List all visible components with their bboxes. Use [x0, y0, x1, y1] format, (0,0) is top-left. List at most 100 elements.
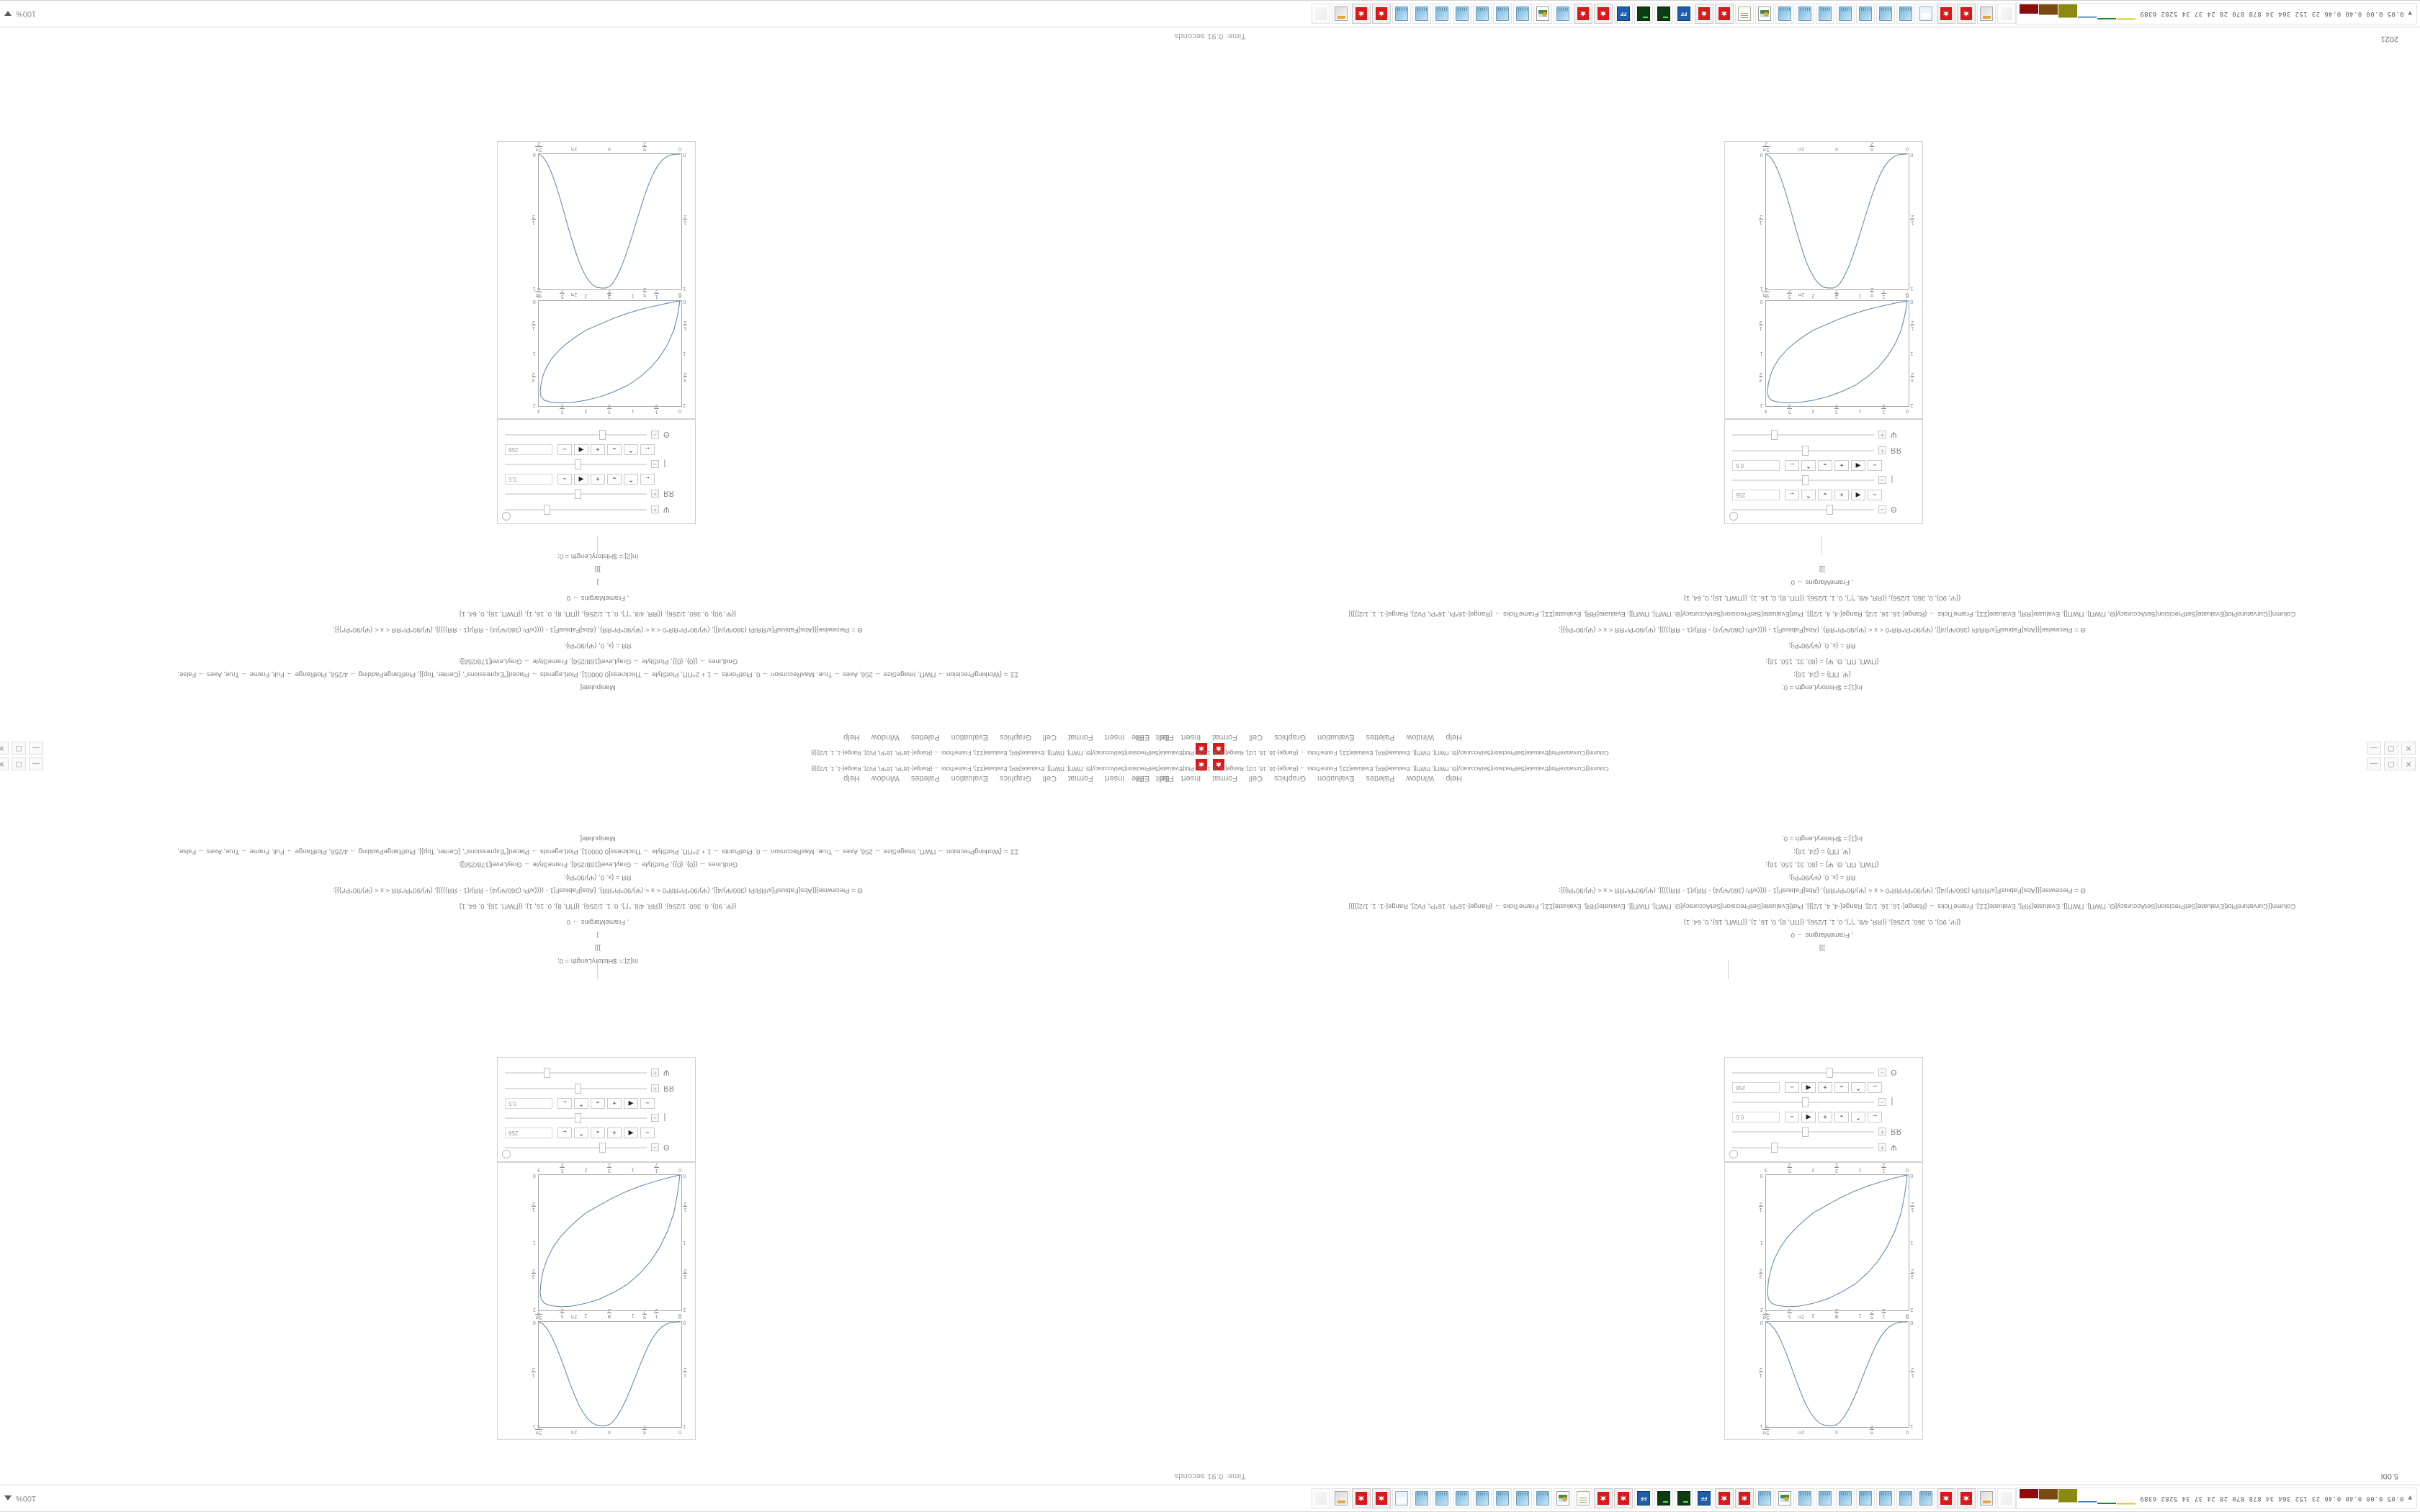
triangle-down-icon[interactable]	[4, 11, 12, 17]
taskbar-button-6[interactable]	[1876, 1488, 1895, 1508]
desktop-panel-top[interactable]: ▾ 0.05 0.00 0.40 0.46 23 152 364 34 878 …	[0, 1485, 2420, 1512]
chevron-down-icon[interactable]: ▾	[2408, 9, 2412, 18]
taskbar-top[interactable]	[1311, 1488, 2016, 1508]
menu-item-file[interactable]: File	[1161, 774, 1174, 783]
menu-item-cell[interactable]: Cell	[1249, 733, 1263, 742]
manipulate-step-button-4[interactable]: ⌃	[1801, 490, 1816, 500]
manipulate-slider-row-RR[interactable]: ЯЯ +	[505, 486, 688, 502]
taskbar-button-32[interactable]	[1351, 1488, 1371, 1508]
manipulate-slider-PiPi[interactable]	[505, 459, 647, 469]
taskbar-button-16[interactable]	[1674, 1488, 1693, 1508]
manipulate-value-field[interactable]: 256	[1732, 490, 1780, 500]
manipulate-step-button-2[interactable]: ⌄	[1834, 1082, 1849, 1093]
taskbar-button-5[interactable]	[1896, 1488, 1915, 1508]
manipulate-controls[interactable]: Θ − − ◀ + ⌄ ⌃ ← 256 | − − ◀ + ⌄ ⌃ ← 0.5 ЯЯ + Ψ +	[497, 1057, 696, 1162]
slider-thumb[interactable]	[575, 1113, 582, 1123]
manipulate-step-button-2[interactable]: ⌄	[607, 474, 622, 485]
taskbar-button-20[interactable]	[1593, 4, 1613, 24]
manipulate-value-field[interactable]: 256	[505, 444, 552, 455]
taskbar-button-19[interactable]	[1613, 4, 1633, 24]
manipulate-step-button-3[interactable]: +	[591, 444, 605, 455]
panel-zoom-top[interactable]: 100%	[4, 1494, 36, 1503]
cell-bracket[interactable]	[1821, 536, 1822, 554]
taskbar-button-18[interactable]	[1634, 1488, 1653, 1508]
menu-item-cell[interactable]: Cell	[1249, 774, 1263, 783]
taskbar-button-24[interactable]	[1512, 4, 1532, 24]
system-monitor-widget-top[interactable]: ▾ 0.05 0.00 0.40 0.46 23 152 364 34 878 …	[2015, 1488, 2417, 1509]
manipulate-button-row-3[interactable]: − ◀ + ⌄ ⌃ ← 0.5	[1732, 460, 1882, 471]
manipulate-expander-Theta[interactable]: −	[1878, 1068, 1886, 1077]
manipulate-expander-PiPi[interactable]: −	[651, 1114, 659, 1122]
manipulate-slider-Theta[interactable]	[505, 430, 647, 440]
manipulate-step-button-2[interactable]: ⌄	[1834, 1112, 1849, 1122]
manipulate-button-row-2[interactable]: ← ⌃ ⌄ + ◀ −0.5	[1732, 1112, 1882, 1122]
manipulate-step-button-0[interactable]: −	[1868, 490, 1882, 500]
taskbar-button-13[interactable]	[1734, 4, 1754, 24]
manipulate-step-button-4[interactable]: ◀	[1801, 1082, 1816, 1093]
menu-item-format[interactable]: Format	[1212, 733, 1238, 742]
manipulate-slider-row-Psi[interactable]: Ψ +	[505, 502, 688, 518]
taskbar-button-9[interactable]	[1815, 1488, 1834, 1508]
manipulate-button-row-1[interactable]: − ◀ + ⌄ ⌃ ← 256	[505, 1128, 655, 1138]
taskbar-button-28[interactable]	[1432, 1488, 1451, 1508]
slider-thumb[interactable]	[1802, 1097, 1809, 1107]
taskbar-button-11[interactable]	[1775, 4, 1794, 24]
manipulate-slider-row-PiPi[interactable]: | −	[505, 1110, 688, 1126]
menu-item-insert[interactable]: Insert	[1104, 733, 1125, 742]
taskbar-button-24[interactable]	[1512, 1488, 1532, 1508]
manipulate-slider-row-Psi[interactable]: Ψ +	[1732, 1140, 1915, 1156]
manipulate-step-button-0[interactable]: ←	[1868, 1112, 1882, 1122]
slider-thumb[interactable]	[599, 1143, 606, 1153]
slider-thumb[interactable]	[575, 459, 582, 469]
taskbar-button-13[interactable]	[1734, 1488, 1754, 1508]
manipulate-step-button-2[interactable]: +	[607, 1128, 622, 1138]
manipulate-slider-Theta[interactable]	[505, 1143, 647, 1153]
taskbar-button-27[interactable]	[1452, 4, 1471, 24]
manipulate-step-button-0[interactable]: −	[1868, 460, 1882, 471]
manipulate-slider-row-PiPi[interactable]: | −	[1732, 1094, 1915, 1110]
taskbar-button-29[interactable]	[1412, 4, 1431, 24]
manipulate-step-button-5[interactable]: ←	[557, 1128, 572, 1138]
menu-item-window[interactable]: Window	[1406, 733, 1435, 742]
manipulate-step-button-5[interactable]: −	[1785, 1112, 1799, 1122]
manipulate-expander-RR[interactable]: +	[651, 490, 659, 498]
menu-item-insert[interactable]: Insert	[1104, 774, 1125, 783]
manipulate-step-button-4[interactable]: ⌃	[1801, 460, 1816, 471]
manipulate-slider-row-Theta[interactable]: Θ −	[1732, 1065, 1915, 1081]
taskbar-button-25[interactable]	[1492, 1488, 1512, 1508]
taskbar-button-15[interactable]	[1694, 4, 1713, 24]
manipulate-slider-Psi[interactable]	[505, 1068, 647, 1078]
manipulate-step-button-1[interactable]: ⌃	[1851, 1082, 1865, 1093]
manipulate-expander-Theta[interactable]: −	[651, 1143, 659, 1152]
slider-thumb[interactable]	[1771, 1143, 1778, 1153]
taskbar-button-18[interactable]	[1634, 4, 1653, 24]
menu-item-window[interactable]: Window	[1406, 774, 1435, 783]
taskbar-button-9[interactable]	[1815, 4, 1834, 24]
manipulate-step-button-5[interactable]: ←	[1785, 460, 1799, 471]
slider-thumb[interactable]	[1802, 475, 1809, 485]
manipulate-step-button-3[interactable]: +	[591, 474, 605, 485]
taskbar-button-26[interactable]	[1472, 4, 1492, 24]
manipulate-step-button-0[interactable]: ←	[1868, 1082, 1882, 1093]
slider-thumb[interactable]	[1826, 505, 1833, 515]
manipulate-step-button-4[interactable]: ⌃	[574, 1098, 588, 1109]
manipulate-step-button-0[interactable]: ←	[640, 474, 655, 485]
manipulate-slider-Psi[interactable]	[505, 505, 647, 515]
manipulate-step-button-1[interactable]: ◀	[624, 1098, 638, 1109]
menu-item-help[interactable]: Help	[843, 733, 860, 742]
taskbar-button-21[interactable]	[1573, 1488, 1592, 1508]
manipulate-step-button-1[interactable]: ⌃	[624, 444, 638, 455]
manipulate-value-field[interactable]: 0.5	[1732, 460, 1780, 471]
manipulate-step-button-1[interactable]: ◀	[1851, 460, 1865, 471]
taskbar-button-29[interactable]	[1412, 1488, 1431, 1508]
taskbar-button-25[interactable]	[1492, 4, 1512, 24]
manipulate-slider-Theta[interactable]	[1732, 1068, 1874, 1078]
taskbar-button-31[interactable]	[1371, 4, 1391, 24]
manipulate-expander-PiPi[interactable]: −	[1878, 1098, 1886, 1107]
notebook-menubar-b[interactable]: File Edit Insert Format Cell Graphics Evaluati…	[843, 774, 1174, 783]
taskbar-button-26[interactable]	[1472, 1488, 1492, 1508]
taskbar-button-8[interactable]	[1835, 1488, 1855, 1508]
system-monitor-widget-bottom[interactable]: ▾ 0.05 0.00 0.40 0.46 23 152 364 34 878 …	[2015, 3, 2417, 24]
manipulate-controls[interactable]: Ψ + ЯЯ + ← ⌃ ⌄ + ◀ −0.5 | − ← ⌃ ⌄ + ◀ −256 Θ −	[1724, 1057, 1923, 1162]
cell-bracket[interactable]	[597, 536, 598, 554]
